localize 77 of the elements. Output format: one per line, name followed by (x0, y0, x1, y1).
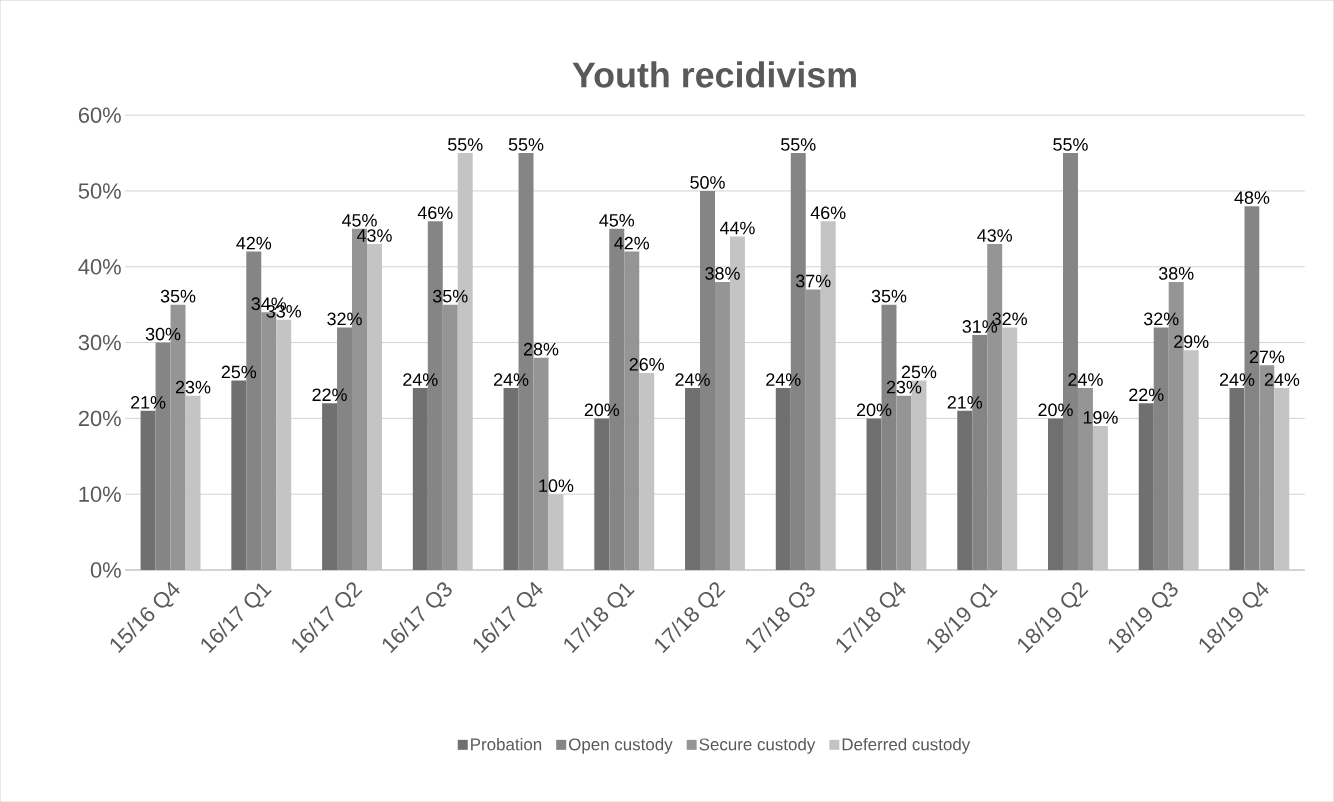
data-label: 21% (947, 395, 983, 409)
bar (715, 281, 730, 570)
bar (775, 388, 791, 570)
bar (957, 410, 973, 570)
data-label: 32% (1143, 312, 1179, 326)
bar (140, 410, 156, 570)
data-label: 20% (1038, 403, 1073, 417)
bar (503, 388, 519, 570)
data-label: 45% (599, 213, 635, 227)
data-label: 24% (1219, 373, 1255, 386)
data-label: 28% (523, 342, 559, 356)
data-label: 25% (221, 365, 257, 379)
bar (1138, 403, 1154, 570)
data-label: 26% (629, 357, 665, 371)
legend-label: Probation (471, 737, 542, 751)
data-label: 55% (508, 138, 544, 151)
bar (231, 380, 247, 570)
data-label: 24% (494, 373, 529, 386)
legend-label: Secure custody (699, 737, 816, 754)
data-label: 22% (312, 388, 347, 401)
bar (412, 388, 428, 570)
data-label: 24% (403, 373, 438, 386)
y-tick-label: 10% (79, 486, 121, 502)
data-label: 24% (766, 373, 801, 386)
data-label: 45% (341, 213, 377, 227)
data-label: 42% (614, 236, 650, 250)
data-label: 37% (795, 274, 831, 288)
legend-label: Open custody (568, 737, 673, 754)
data-label: 35% (871, 289, 907, 303)
bar (594, 418, 610, 570)
y-tick-label: 40% (78, 258, 121, 275)
bar (442, 304, 458, 570)
data-label: 30% (145, 327, 181, 341)
data-label: 29% (1174, 335, 1209, 348)
data-label: 46% (417, 206, 453, 220)
data-label: 55% (448, 138, 483, 151)
data-label: 10% (539, 479, 574, 492)
data-label: 55% (1053, 138, 1088, 151)
bar (322, 403, 338, 570)
y-tick-label: 20% (78, 410, 121, 427)
data-label: 38% (1158, 266, 1194, 280)
data-label: 22% (1129, 388, 1164, 401)
bar (896, 395, 912, 570)
data-label: 42% (236, 236, 272, 250)
data-label: 32% (327, 312, 362, 326)
y-tick-label: 60% (78, 107, 121, 123)
data-label: 44% (719, 221, 755, 235)
data-label: 23% (886, 380, 922, 394)
data-label: 23% (175, 380, 211, 394)
bar (1048, 418, 1063, 570)
data-label: 50% (690, 175, 725, 189)
data-label: 24% (675, 373, 710, 386)
data-label: 20% (584, 403, 620, 417)
data-label: 25% (901, 365, 937, 379)
bar (1229, 388, 1245, 570)
data-label: 21% (131, 395, 166, 409)
y-tick-label: 0% (90, 562, 121, 578)
y-tick-label: 50% (78, 183, 121, 199)
data-label: 43% (977, 229, 1013, 242)
bar (805, 289, 821, 570)
bar (685, 388, 701, 570)
legend-label: Deferred custody (842, 737, 971, 754)
data-label: 43% (356, 229, 392, 242)
data-label: 27% (1249, 350, 1285, 364)
data-label: 20% (856, 403, 892, 417)
chart-title: Youth recidivism (572, 61, 856, 88)
data-label: 35% (433, 289, 468, 303)
data-label: 24% (1068, 373, 1103, 386)
data-label: 55% (781, 138, 816, 151)
data-label: 35% (160, 289, 196, 303)
y-tick-label: 30% (78, 334, 121, 351)
bar (866, 418, 882, 570)
data-label: 24% (1264, 373, 1300, 386)
data-label: 48% (1234, 191, 1270, 204)
data-label: 38% (705, 266, 740, 280)
data-label: 46% (810, 206, 846, 220)
data-label: 19% (1083, 411, 1118, 424)
